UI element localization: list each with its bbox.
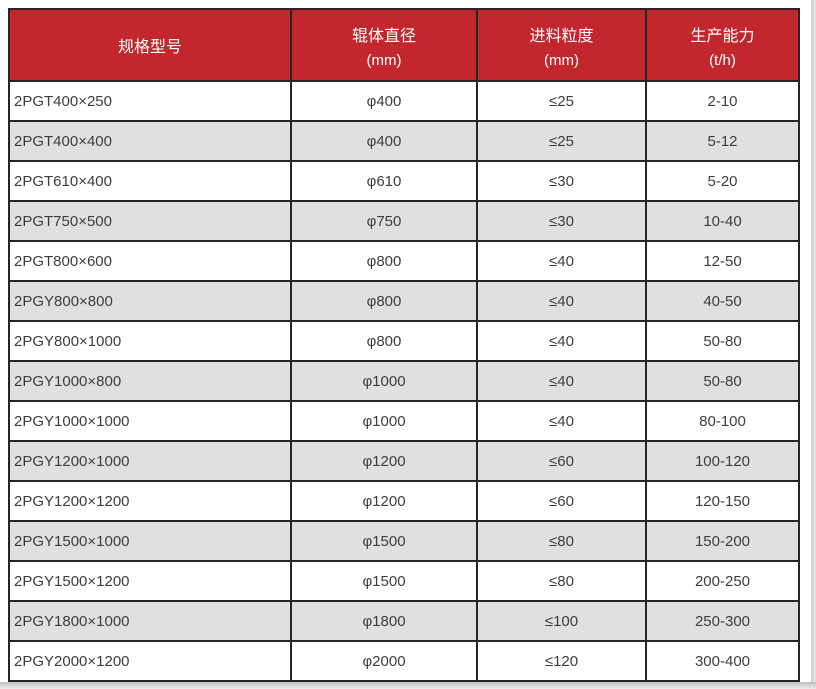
table-row: 2PGY1200×1200 φ1200 ≤60 120-150 xyxy=(8,480,800,522)
table-row: 2PGY800×1000 φ800 ≤40 50-80 xyxy=(8,320,800,362)
header-row: 规格型号 辊体直径 (mm) 进料粒度 (mm) 生产能力 (t/h) xyxy=(8,8,800,82)
table-row: 2PGT750×500 φ750 ≤30 10-40 xyxy=(8,200,800,242)
model-cell: 2PGY1200×1200 xyxy=(8,480,292,522)
column-header-label: 规格型号 xyxy=(117,39,182,56)
table-header: 规格型号 辊体直径 (mm) 进料粒度 (mm) 生产能力 (t/h) xyxy=(8,8,800,82)
capacity-cell: 50-80 xyxy=(645,360,800,402)
page-edge-shadow-bottom xyxy=(0,682,816,689)
capacity-cell: 10-40 xyxy=(645,200,800,242)
feed-size-cell: ≤60 xyxy=(476,480,647,522)
table-row: 2PGY1200×1000 φ1200 ≤60 100-120 xyxy=(8,440,800,482)
feed-size-cell: ≤30 xyxy=(476,160,647,202)
model-cell: 2PGT750×500 xyxy=(8,200,292,242)
model-cell: 2PGY1200×1000 xyxy=(8,440,292,482)
model-cell: 2PGY1800×1000 xyxy=(8,600,292,642)
capacity-cell: 2-10 xyxy=(645,80,800,122)
column-header-model: 规格型号 xyxy=(8,8,292,82)
diameter-cell: φ1800 xyxy=(290,600,478,642)
column-header-feed-size: 进料粒度 (mm) xyxy=(476,8,647,82)
table-row: 2PGY2000×1200 φ2000 ≤120 300-400 xyxy=(8,640,800,682)
capacity-cell: 40-50 xyxy=(645,280,800,322)
diameter-cell: φ1000 xyxy=(290,360,478,402)
feed-size-cell: ≤40 xyxy=(476,400,647,442)
table-row: 2PGY800×800 φ800 ≤40 40-50 xyxy=(8,280,800,322)
model-cell: 2PGY1500×1200 xyxy=(8,560,292,602)
feed-size-cell: ≤40 xyxy=(476,240,647,282)
table-row: 2PGT610×400 φ610 ≤30 5-20 xyxy=(8,160,800,202)
column-header-label: 辊体直径 xyxy=(351,27,416,45)
model-cell: 2PGY800×1000 xyxy=(8,320,292,362)
feed-size-cell: ≤40 xyxy=(476,280,647,322)
model-cell: 2PGY1000×800 xyxy=(8,360,292,402)
feed-size-cell: ≤40 xyxy=(476,360,647,402)
capacity-cell: 80-100 xyxy=(645,400,800,442)
model-cell: 2PGY2000×1200 xyxy=(8,640,292,682)
table-row: 2PGT400×250 φ400 ≤25 2-10 xyxy=(8,80,800,122)
diameter-cell: φ800 xyxy=(290,320,478,362)
diameter-cell: φ1000 xyxy=(290,400,478,442)
diameter-cell: φ400 xyxy=(290,120,478,162)
page-edge-shadow-right xyxy=(811,0,816,689)
diameter-cell: φ800 xyxy=(290,240,478,282)
capacity-cell: 5-12 xyxy=(645,120,800,162)
feed-size-cell: ≤80 xyxy=(476,520,647,562)
column-header-unit: (mm) xyxy=(544,51,579,69)
table-row: 2PGY1000×1000 φ1000 ≤40 80-100 xyxy=(8,400,800,442)
feed-size-cell: ≤120 xyxy=(476,640,647,682)
capacity-cell: 250-300 xyxy=(645,600,800,642)
model-cell: 2PGT400×400 xyxy=(8,120,292,162)
table-row: 2PGY1500×1200 φ1500 ≤80 200-250 xyxy=(8,560,800,602)
model-cell: 2PGY1500×1000 xyxy=(8,520,292,562)
capacity-cell: 300-400 xyxy=(645,640,800,682)
feed-size-cell: ≤25 xyxy=(476,120,647,162)
capacity-cell: 50-80 xyxy=(645,320,800,362)
model-cell: 2PGT400×250 xyxy=(8,80,292,122)
feed-size-cell: ≤60 xyxy=(476,440,647,482)
diameter-cell: φ1200 xyxy=(290,480,478,522)
capacity-cell: 5-20 xyxy=(645,160,800,202)
feed-size-cell: ≤100 xyxy=(476,600,647,642)
feed-size-cell: ≤25 xyxy=(476,80,647,122)
column-header-label: 进料粒度 xyxy=(529,27,594,45)
diameter-cell: φ750 xyxy=(290,200,478,242)
model-cell: 2PGT800×600 xyxy=(8,240,292,282)
capacity-cell: 100-120 xyxy=(645,440,800,482)
table-row: 2PGY1000×800 φ1000 ≤40 50-80 xyxy=(8,360,800,402)
diameter-cell: φ1200 xyxy=(290,440,478,482)
capacity-cell: 200-250 xyxy=(645,560,800,602)
spec-table: 规格型号 辊体直径 (mm) 进料粒度 (mm) 生产能力 (t/h) 2PGT400×25… xyxy=(8,8,800,689)
capacity-cell: 120-150 xyxy=(645,480,800,522)
capacity-cell: 150-200 xyxy=(645,520,800,562)
diameter-cell: φ2000 xyxy=(290,640,478,682)
table-body: 2PGT400×250 φ400 ≤25 2-10 2PGT400×400 φ400 ≤25… xyxy=(8,80,800,682)
feed-size-cell: ≤40 xyxy=(476,320,647,362)
table-row: 2PGY1500×1000 φ1500 ≤80 150-200 xyxy=(8,520,800,562)
diameter-cell: φ1500 xyxy=(290,520,478,562)
table-row: 2PGT800×600 φ800 ≤40 12-50 xyxy=(8,240,800,282)
model-cell: 2PGY800×800 xyxy=(8,280,292,322)
feed-size-cell: ≤80 xyxy=(476,560,647,602)
column-header-capacity: 生产能力 (t/h) xyxy=(645,8,800,82)
table-row: 2PGT400×400 φ400 ≤25 5-12 xyxy=(8,120,800,162)
diameter-cell: φ1500 xyxy=(290,560,478,602)
model-cell: 2PGT610×400 xyxy=(8,160,292,202)
diameter-cell: φ800 xyxy=(290,280,478,322)
diameter-cell: φ400 xyxy=(290,80,478,122)
model-cell: 2PGY1000×1000 xyxy=(8,400,292,442)
capacity-cell: 12-50 xyxy=(645,240,800,282)
feed-size-cell: ≤30 xyxy=(476,200,647,242)
diameter-cell: φ610 xyxy=(290,160,478,202)
column-header-roller-diameter: 辊体直径 (mm) xyxy=(290,8,478,82)
column-header-unit: (mm) xyxy=(366,51,402,69)
column-header-unit: (t/h) xyxy=(709,51,736,69)
column-header-label: 生产能力 xyxy=(690,27,755,45)
table-row: 2PGY1800×1000 φ1800 ≤100 250-300 xyxy=(8,600,800,642)
